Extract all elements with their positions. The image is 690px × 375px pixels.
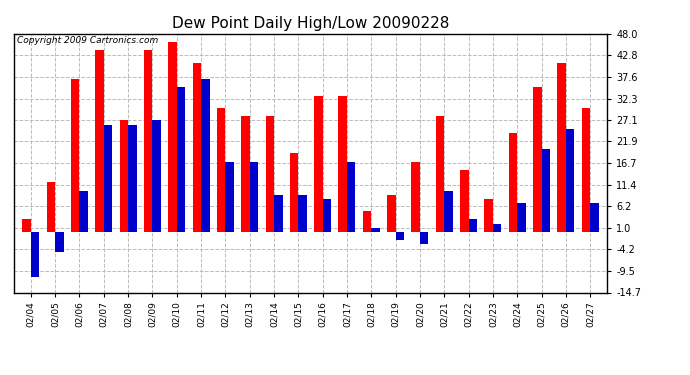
Bar	[274, 195, 282, 232]
Bar	[128, 124, 137, 232]
Bar	[217, 108, 226, 232]
Bar	[104, 124, 112, 232]
Bar	[119, 120, 128, 232]
Bar	[193, 63, 201, 232]
Bar	[590, 203, 599, 232]
Bar	[177, 87, 185, 232]
Bar	[226, 162, 234, 232]
Bar	[201, 79, 210, 232]
Title: Dew Point Daily High/Low 20090228: Dew Point Daily High/Low 20090228	[172, 16, 449, 31]
Bar	[542, 149, 550, 232]
Bar	[484, 199, 493, 232]
Text: Copyright 2009 Cartronics.com: Copyright 2009 Cartronics.com	[17, 36, 158, 45]
Bar	[22, 219, 31, 232]
Bar	[582, 108, 590, 232]
Bar	[31, 232, 39, 277]
Bar	[444, 190, 453, 232]
Bar	[71, 79, 79, 232]
Bar	[493, 224, 502, 232]
Bar	[298, 195, 307, 232]
Bar	[436, 116, 444, 232]
Bar	[47, 182, 55, 232]
Bar	[363, 211, 371, 232]
Bar	[290, 153, 298, 232]
Bar	[420, 232, 428, 244]
Bar	[152, 120, 161, 232]
Bar	[566, 129, 574, 232]
Bar	[323, 199, 331, 232]
Bar	[241, 116, 250, 232]
Bar	[387, 195, 395, 232]
Bar	[79, 190, 88, 232]
Bar	[411, 162, 420, 232]
Bar	[371, 228, 380, 232]
Bar	[250, 162, 258, 232]
Bar	[518, 203, 526, 232]
Bar	[266, 116, 274, 232]
Bar	[347, 162, 355, 232]
Bar	[144, 50, 152, 232]
Bar	[314, 96, 323, 232]
Bar	[469, 219, 477, 232]
Bar	[395, 232, 404, 240]
Bar	[533, 87, 542, 232]
Bar	[168, 42, 177, 232]
Bar	[509, 133, 518, 232]
Bar	[558, 63, 566, 232]
Bar	[95, 50, 104, 232]
Bar	[55, 232, 63, 252]
Bar	[339, 96, 347, 232]
Bar	[460, 170, 469, 232]
